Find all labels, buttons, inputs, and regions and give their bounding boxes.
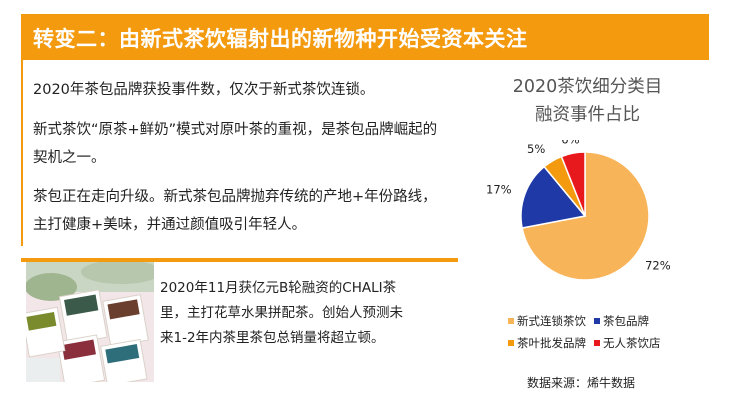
chart-legend: 新式连锁茶饮 茶包品牌 茶叶批发品牌 无人茶饮店 — [508, 313, 728, 357]
legend-item-unmanned-tea-store: 无人茶饮店 — [594, 335, 661, 351]
legend-swatch — [594, 340, 600, 346]
legend-label: 茶叶批发品牌 — [517, 336, 586, 350]
legend-swatch — [508, 340, 514, 346]
pie-label-tea-wholesale: 5% — [527, 142, 545, 156]
chart-title-line-2: 融资事件占比 — [535, 105, 640, 125]
pie-label-new-chain-tea: 72% — [645, 259, 671, 273]
legend-label: 新式连锁茶饮 — [517, 314, 586, 328]
accent-line-horizontal — [21, 258, 458, 262]
paragraph-investment-count: 2020年茶包品牌获投事件数，仅次于新式茶饮连锁。 — [33, 82, 375, 98]
legend-label: 茶包品牌 — [603, 314, 649, 328]
pie-label-unmanned-tea-store: 6% — [561, 140, 579, 146]
paragraph-tea-bag-upgrade: 茶包正在走向升级。新式茶包品牌抛弃传统的产地+年份路线，主打健康+美味，并通过颜… — [33, 189, 437, 233]
chali-case-text: 2020年11月获亿元B轮融资的CHALI茶里，主打花草水果拼配茶。创始人预测未… — [160, 280, 403, 346]
paragraph-tea-milk-model: 新式茶饮“原茶+鲜奶”模式对原叶茶的重视，是茶包品牌崛起的契机之一。 — [33, 122, 438, 166]
accent-line-vertical — [21, 60, 23, 246]
pie-slice-tea-bag-brand — [520, 165, 587, 229]
data-source: 数据来源：烯牛数据 — [527, 376, 636, 390]
pie-label-tea-bag-brand: 17% — [486, 183, 512, 197]
pie-slice-unmanned-tea-store — [560, 151, 586, 217]
page-title: 转变二：由新式茶饮辐射出的新物种开始受资本关注 — [33, 27, 528, 51]
legend-item-tea-wholesale: 茶叶批发品牌 — [508, 335, 586, 351]
chart-title: 2020茶饮细分类目 融资事件占比 — [465, 73, 710, 129]
legend-item-tea-bag-brand: 茶包品牌 — [594, 313, 649, 329]
legend-label: 无人茶饮店 — [603, 336, 661, 350]
legend-swatch — [508, 318, 514, 324]
chart-title-line-1: 2020茶饮细分类目 — [512, 77, 663, 97]
legend-item-new-chain-tea: 新式连锁茶饮 — [508, 313, 586, 329]
legend-swatch — [594, 318, 600, 324]
tea-bags-photo-illustration — [26, 262, 154, 382]
pie-chart: 72% 17% 5% 6% — [486, 140, 671, 281]
header-bar — [21, 14, 709, 60]
product-photo — [26, 262, 154, 382]
